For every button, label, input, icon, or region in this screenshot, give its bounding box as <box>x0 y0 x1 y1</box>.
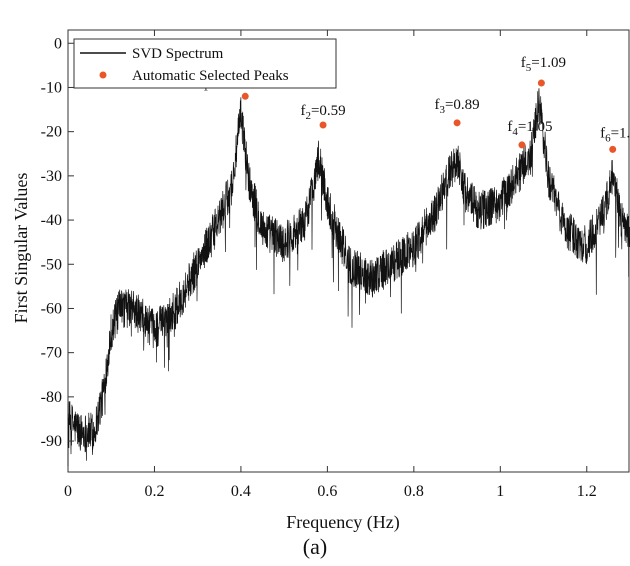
x-tick-label: 0.2 <box>144 483 164 500</box>
peak-marker-f5 <box>537 79 545 87</box>
peak-label-f5: f5=1.09 <box>521 55 566 74</box>
peak-marker-f2 <box>319 121 327 129</box>
y-tick-label: -60 <box>41 300 62 317</box>
peak-markers: f1=0.41f2=0.59f3=0.89f4=1.05f5=1.09f6=1.… <box>198 55 630 153</box>
y-tick-label: -70 <box>41 345 62 362</box>
x-tick-label: 0.8 <box>404 483 424 500</box>
legend-peak-swatch <box>99 71 107 79</box>
y-tick-label: -90 <box>41 433 62 450</box>
y-tick-label: -10 <box>41 79 62 96</box>
axes: 0 0.2 0.4 0.6 0.8 1 1.2 0 -10 -20 -30 -40 -50 -60 -70 -… <box>41 30 597 500</box>
y-axis-label: First Singular Values <box>11 173 31 324</box>
x-tick-label: 0.6 <box>317 483 337 500</box>
y-tick-label: -30 <box>41 168 62 185</box>
y-tick-label: -40 <box>41 212 62 229</box>
spectrum-signal <box>67 88 630 467</box>
x-axis-label: Frequency (Hz) <box>286 512 399 533</box>
x-tick-label: 0 <box>64 483 72 500</box>
y-tick-label: -50 <box>41 256 62 273</box>
x-tick-label: 1 <box>496 483 504 500</box>
peak-marker-f3 <box>453 119 461 127</box>
x-tick-label: 1.2 <box>577 483 597 500</box>
figure-caption: (a) <box>302 534 328 559</box>
legend-box <box>73 38 337 89</box>
peak-label-f4: f4=1.05 <box>507 119 552 138</box>
peak-marker-f1 <box>241 92 249 100</box>
svd-spectrum-line <box>67 88 630 467</box>
y-tick-label: 0 <box>54 35 62 52</box>
legend: SVD Spectrum Automatic Selected Peaks <box>73 38 337 89</box>
y-tick-label: -80 <box>41 389 62 406</box>
peak-marker-f4 <box>518 141 526 149</box>
y-tick-label: -20 <box>41 124 62 141</box>
peak-label-f3: f3=0.89 <box>434 97 479 116</box>
legend-label-svd-spectrum: SVD Spectrum <box>132 46 224 62</box>
peak-label-f6: f6=1.26 <box>600 125 630 144</box>
peak-label-f2: f2=0.59 <box>300 103 345 122</box>
legend-label-selected-peaks: Automatic Selected Peaks <box>132 68 289 84</box>
peak-marker-f6 <box>609 145 617 153</box>
x-tick-label: 0.4 <box>231 483 251 500</box>
